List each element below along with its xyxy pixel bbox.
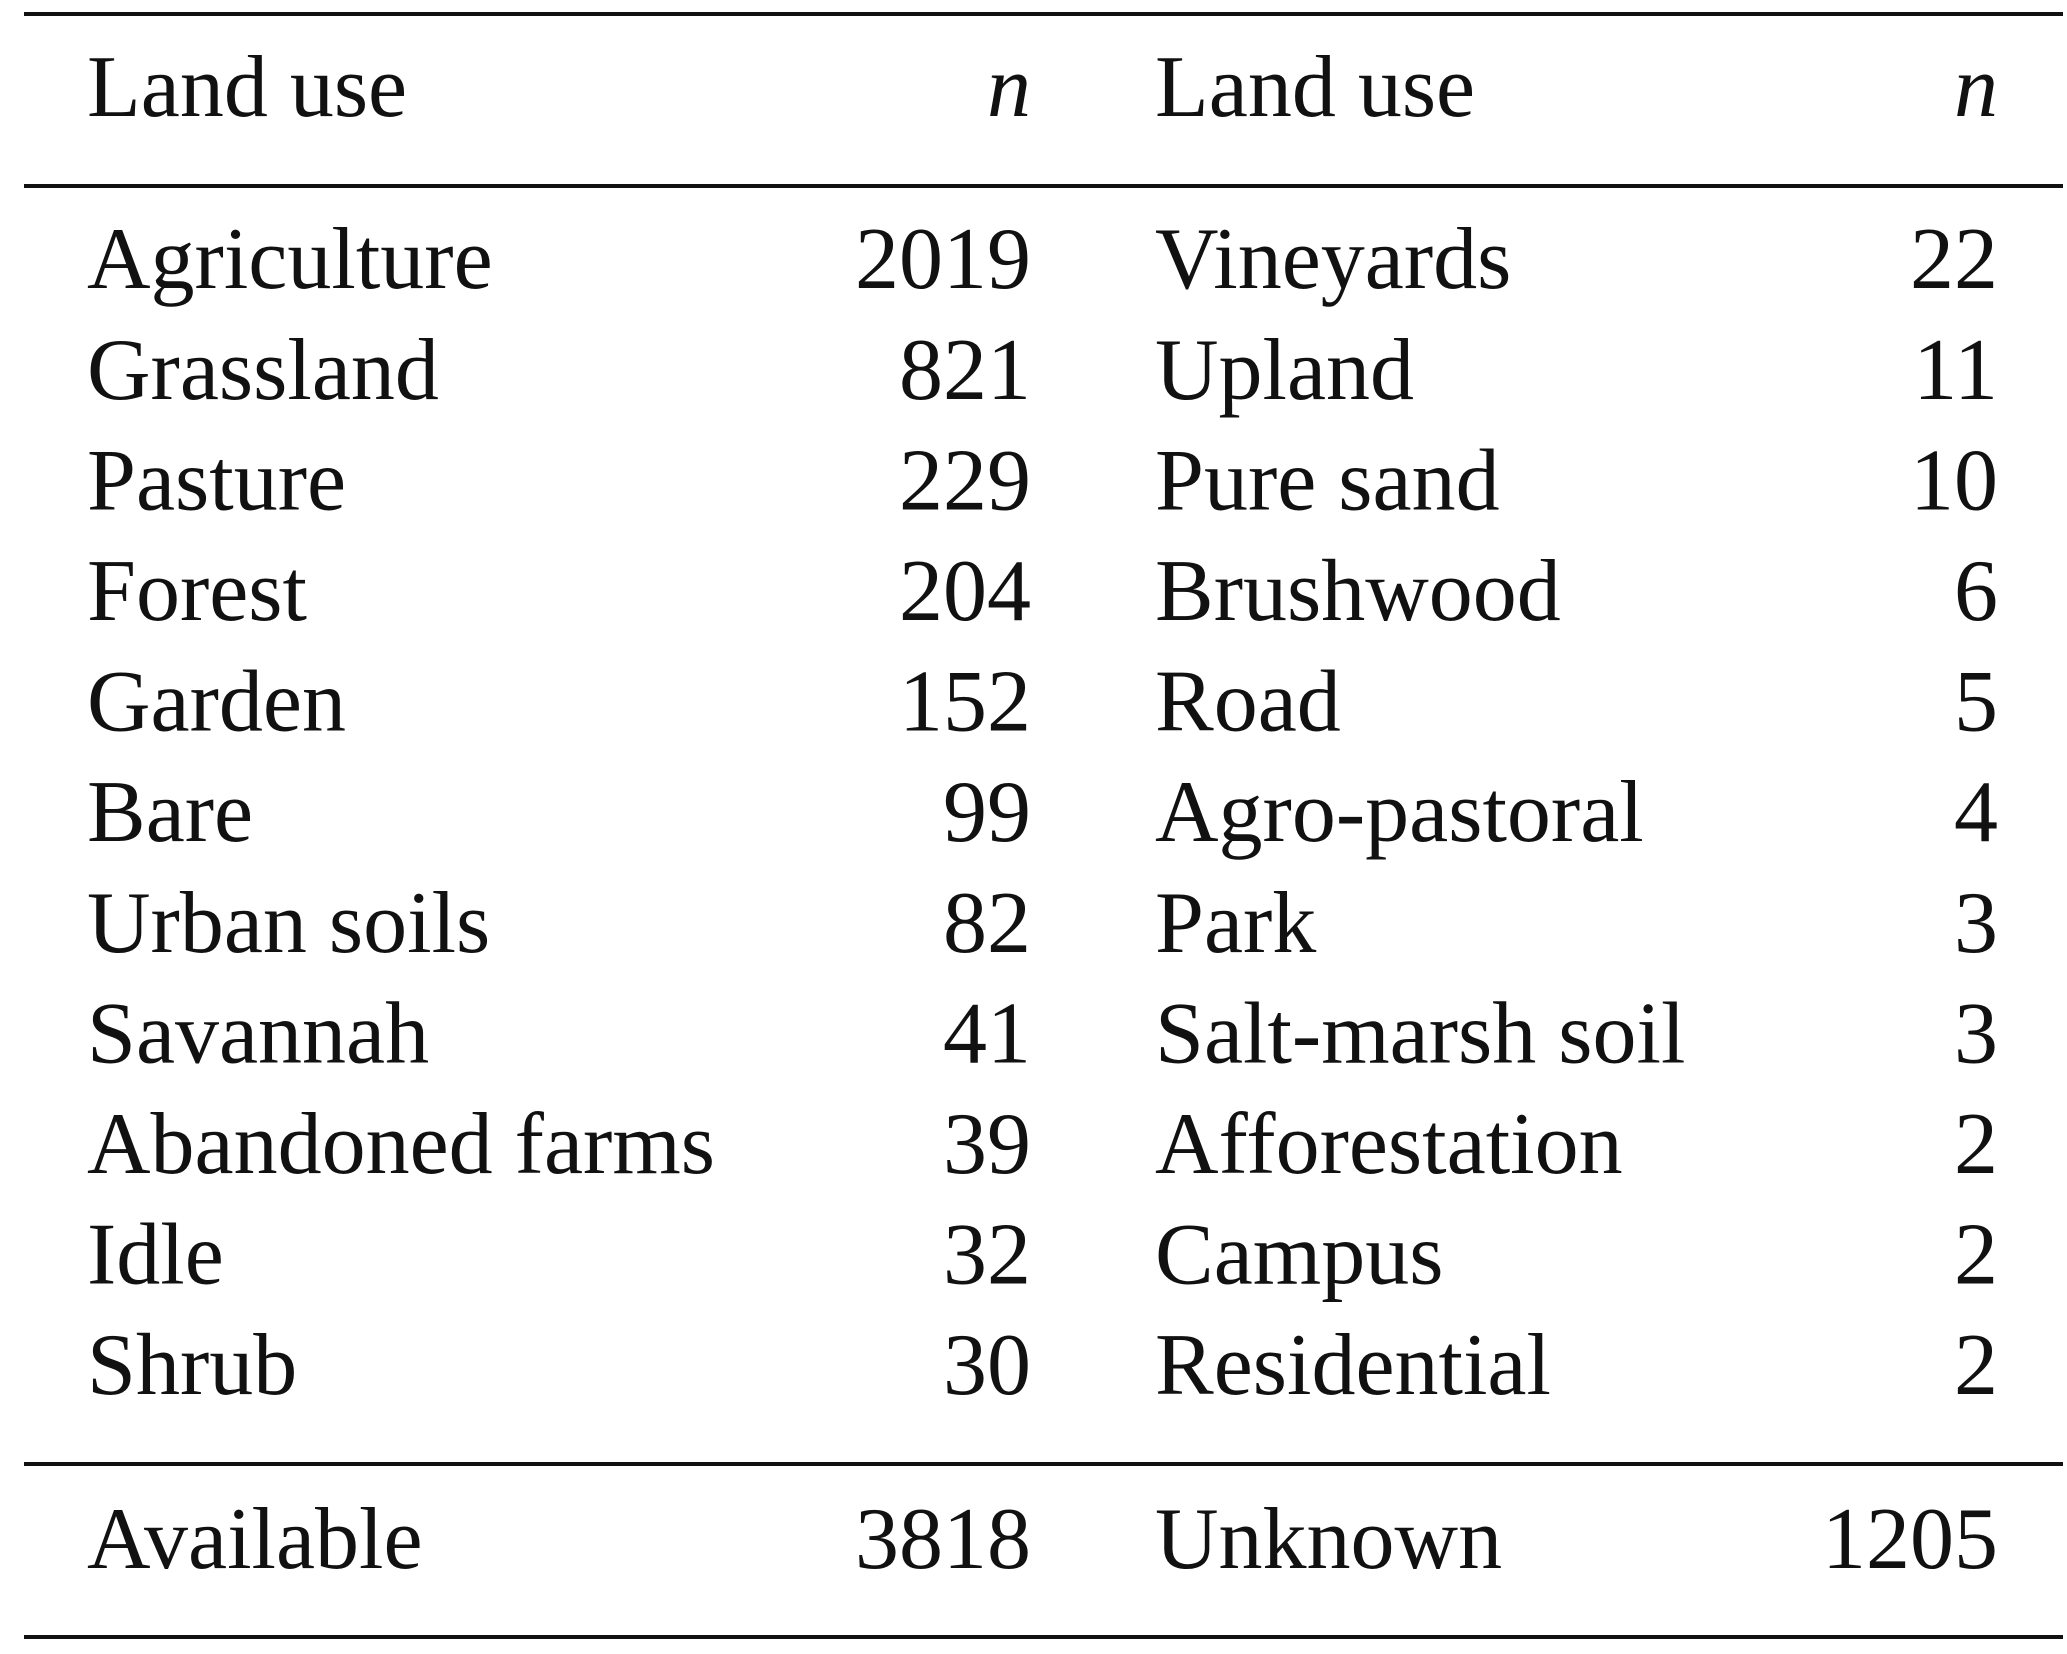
- count-cell: 2: [1954, 1207, 1998, 1304]
- count-cell: 204: [899, 543, 1031, 640]
- count-cell: 30: [943, 1317, 1031, 1414]
- land-use-cell: Forest: [87, 543, 307, 640]
- count-cell: 10: [1910, 432, 1998, 529]
- count-cell: 39: [943, 1096, 1031, 1193]
- land-use-cell: Road: [1155, 654, 1341, 751]
- land-use-cell: Park: [1155, 875, 1316, 972]
- total-label: Unknown: [1155, 1491, 1502, 1588]
- count-cell: 32: [943, 1207, 1031, 1304]
- land-use-cell: Agro-pastoral: [1155, 764, 1644, 861]
- land-use-cell: Residential: [1155, 1317, 1551, 1414]
- count-cell: 821: [899, 322, 1031, 419]
- land-use-cell: Urban soils: [87, 875, 490, 972]
- count-cell: 11: [1913, 322, 1998, 419]
- count-cell: 41: [943, 985, 1031, 1082]
- header-cell: n: [987, 39, 1031, 136]
- land-use-cell: Salt-marsh soil: [1155, 985, 1685, 1082]
- count-cell: 82: [943, 875, 1031, 972]
- land-use-cell: Savannah: [87, 985, 429, 1082]
- total-label: Available: [87, 1491, 423, 1588]
- total-count: 3818: [855, 1491, 1031, 1588]
- header-cell: Land use: [1155, 39, 1475, 136]
- count-cell: 4: [1954, 764, 1998, 861]
- land-use-cell: Vineyards: [1155, 211, 1511, 308]
- total-count: 1205: [1822, 1491, 1998, 1588]
- header-cell: Land use: [87, 39, 407, 136]
- count-cell: 22: [1910, 211, 1998, 308]
- count-cell: 3: [1954, 875, 1998, 972]
- land-use-cell: Abandoned farms: [87, 1096, 715, 1193]
- count-cell: 99: [943, 764, 1031, 861]
- land-use-cell: Shrub: [87, 1317, 297, 1414]
- land-use-cell: Afforestation: [1155, 1096, 1623, 1193]
- land-use-cell: Brushwood: [1155, 543, 1561, 640]
- land-use-cell: Idle: [87, 1207, 224, 1304]
- land-use-cell: Pure sand: [1155, 432, 1500, 529]
- count-cell: 2: [1954, 1096, 1998, 1193]
- count-cell: 2019: [855, 211, 1031, 308]
- header-cell: n: [1954, 39, 1998, 136]
- land-use-cell: Garden: [87, 654, 346, 751]
- land-use-cell: Upland: [1155, 322, 1414, 419]
- count-cell: 2: [1954, 1317, 1998, 1414]
- land-use-cell: Agriculture: [87, 211, 493, 308]
- count-cell: 229: [899, 432, 1031, 529]
- count-cell: 6: [1954, 543, 1998, 640]
- count-cell: 152: [899, 654, 1031, 751]
- land-use-cell: Bare: [87, 764, 253, 861]
- count-cell: 3: [1954, 985, 1998, 1082]
- land-use-cell: Grassland: [87, 322, 439, 419]
- land-use-cell: Campus: [1155, 1207, 1443, 1304]
- count-cell: 5: [1954, 654, 1998, 751]
- land-use-cell: Pasture: [87, 432, 346, 529]
